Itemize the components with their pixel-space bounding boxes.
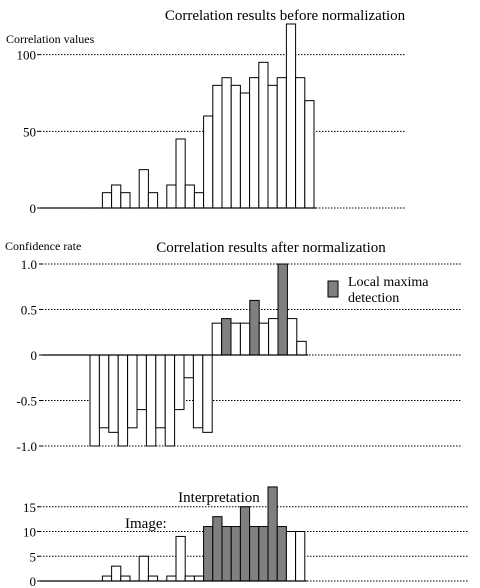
chart-title: Correlation results after normalization <box>156 240 386 256</box>
bar <box>127 354 138 429</box>
bar <box>193 575 205 582</box>
bar <box>192 354 204 429</box>
bar <box>212 84 223 209</box>
bar <box>155 354 166 429</box>
bar <box>147 192 159 209</box>
bar <box>117 354 129 447</box>
bar <box>164 354 176 447</box>
bar <box>239 322 251 356</box>
y-tick-label: 0 <box>30 574 37 588</box>
legend-swatch <box>327 280 339 298</box>
y-tick-label: -1.0 <box>16 439 37 454</box>
bar-highlighted <box>267 486 278 582</box>
legend-label-line-2: detection <box>348 291 399 306</box>
bar-highlighted <box>212 516 223 582</box>
bar <box>120 192 131 209</box>
legend-label-line-1: Local maxima <box>348 275 429 290</box>
bar-highlighted <box>249 526 260 582</box>
bar <box>249 77 260 209</box>
bar <box>285 531 297 582</box>
bar <box>175 535 186 582</box>
panel-interpretation: Interpretation Image: 0 5 10 15 <box>23 486 468 588</box>
y-tick-label: -0.5 <box>16 394 37 409</box>
panel-after-normalization: Correlation results after normalization … <box>5 239 462 454</box>
y-tick-label: 5 <box>30 549 37 564</box>
bar-highlighted <box>230 526 241 582</box>
bar <box>145 354 157 447</box>
y-tick-label: 1.0 <box>21 257 37 272</box>
bar <box>211 322 223 356</box>
bar <box>111 184 122 209</box>
bar <box>184 184 195 209</box>
bar <box>101 192 113 209</box>
y-tick-label: 10 <box>23 525 36 540</box>
bar-highlighted <box>276 526 287 582</box>
panel-before-normalization: Correlation results before normalization… <box>6 8 406 216</box>
bar <box>258 61 269 209</box>
y-tick-label: 0.5 <box>21 303 37 318</box>
bar <box>285 23 297 209</box>
bar-highlighted <box>221 318 232 356</box>
bar <box>108 354 119 433</box>
bar-highlighted <box>249 299 260 356</box>
bar <box>268 318 279 356</box>
bar <box>267 84 278 209</box>
bar <box>138 169 149 209</box>
y-tick-label: 15 <box>23 500 36 515</box>
y-tick-label: 100 <box>17 48 37 63</box>
bar <box>193 192 205 209</box>
bar <box>138 555 149 582</box>
y-axis-label: Correlation values <box>6 32 95 46</box>
bar-highlighted <box>258 526 269 582</box>
bar <box>239 92 251 209</box>
bar <box>276 77 287 209</box>
bar <box>175 138 186 209</box>
image-annotation: Image: <box>125 516 167 532</box>
bar <box>183 354 194 379</box>
bar <box>111 565 122 582</box>
bar <box>296 340 307 356</box>
bar <box>295 531 306 582</box>
bar <box>203 115 214 209</box>
bar-highlighted <box>277 263 288 356</box>
bar-highlighted <box>203 526 214 582</box>
bar <box>166 184 177 209</box>
chart-title: Interpretation <box>178 490 260 506</box>
bar <box>174 354 185 411</box>
bar <box>258 322 270 356</box>
bar <box>166 575 177 582</box>
bar <box>120 575 131 582</box>
bar <box>136 354 147 411</box>
legend: Local maxima detection <box>327 275 429 306</box>
bar <box>230 322 241 356</box>
bar <box>202 354 213 433</box>
bar <box>221 77 232 209</box>
bar <box>230 84 241 209</box>
bar <box>89 354 100 447</box>
chart-title: Correlation results before normalization <box>165 8 406 24</box>
y-tick-label: 0 <box>30 201 37 216</box>
y-tick-label: 0 <box>31 348 38 363</box>
bar <box>286 318 298 356</box>
bar <box>147 575 159 582</box>
y-tick-label: 50 <box>23 124 36 139</box>
bar <box>98 354 110 429</box>
y-axis-label: Confidence rate <box>5 239 81 253</box>
bar <box>184 575 195 582</box>
bar-highlighted <box>221 526 232 582</box>
bar <box>295 77 306 209</box>
bar <box>304 100 315 209</box>
bar <box>101 575 113 582</box>
bar-highlighted <box>239 506 251 582</box>
